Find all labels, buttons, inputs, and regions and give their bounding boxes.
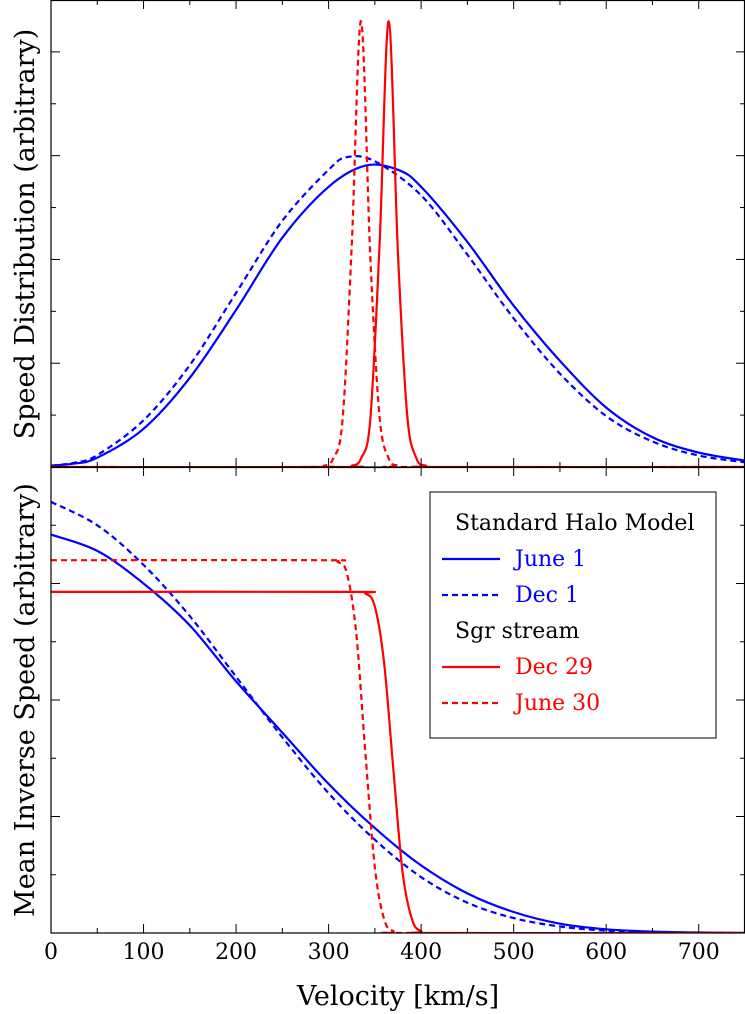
top-series-dec-29 — [51, 20, 745, 467]
x-tick-labels: 0 100 200 300 400 500 600 700 — [44, 940, 720, 965]
top-series-dec-1 — [51, 155, 745, 467]
x-tick-label: 300 — [308, 940, 350, 965]
legend-entry: Dec 29 — [515, 655, 593, 680]
top-series-june-1 — [51, 163, 745, 467]
top-panel — [50, 0, 745, 468]
x-axis-label: Velocity [km/s] — [296, 981, 499, 1012]
bottom-series-dec-1 — [51, 500, 745, 933]
legend-group-title: Sgr stream — [455, 619, 579, 644]
legend-box — [429, 491, 717, 739]
bottom-series-june-1 — [51, 533, 745, 933]
x-tick-label: 700 — [678, 940, 720, 965]
bottom-y-axis-label: Mean Inverse Speed (arbitrary) — [10, 483, 41, 917]
x-tick-label: 500 — [493, 940, 535, 965]
top-series-june-30 — [51, 20, 745, 467]
x-tick-label: 100 — [123, 940, 165, 965]
top-y-axis-label: Speed Distribution (arbitrary) — [10, 29, 41, 440]
x-tick-label: 0 — [44, 940, 58, 965]
x-tick-label: 600 — [585, 940, 627, 965]
legend-group-title: Standard Halo Model — [455, 511, 694, 536]
x-tick-label: 400 — [400, 940, 442, 965]
legend-entry: Dec 1 — [515, 583, 579, 608]
x-tick-label: 200 — [215, 940, 257, 965]
legend-entry: June 30 — [513, 691, 600, 716]
legend: Standard Halo Model June 1 Dec 1 Sgr stream… — [429, 491, 717, 739]
legend-entry: June 1 — [513, 547, 586, 572]
